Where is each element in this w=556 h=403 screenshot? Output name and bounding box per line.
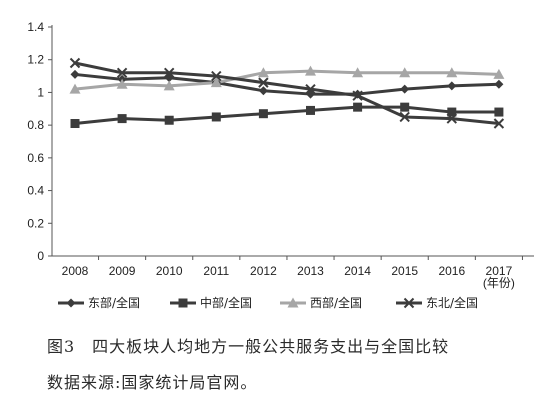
chart-series-markers: [69, 57, 505, 129]
data-point: [258, 77, 269, 88]
x-axis-unit-label: (年份): [483, 276, 515, 290]
y-tick-label: 1.4: [27, 20, 44, 34]
x-tick-label: 2008: [62, 264, 89, 278]
x-tick-label: 2010: [156, 264, 183, 278]
x-marker-stroke: [116, 67, 128, 79]
y-tick-label: 0.6: [27, 151, 44, 165]
data-point: [352, 90, 363, 101]
data-source-note: 数据来源:国家统计局官网。: [47, 373, 258, 392]
x-marker-stroke: [446, 113, 458, 124]
y-tick-label: 0: [37, 249, 44, 263]
legend-label: 东部/全国: [88, 295, 140, 310]
data-point: [69, 57, 81, 69]
chart-axes: 0 0.2 0.4 0.6 0.8 1 1.2 1.4 2008 2009 2010 2011 2012…: [27, 20, 534, 290]
legend-item: 东北/全国: [396, 295, 478, 310]
x-marker-stroke: [493, 118, 505, 129]
legend-marker: [287, 297, 299, 308]
x-tick-label: 2013: [297, 264, 324, 278]
data-point: [257, 67, 269, 78]
data-point: [116, 67, 128, 79]
x-tick-label: 2011: [203, 264, 229, 278]
chart-series-lines: [74, 61, 500, 125]
chart-legend: 东部/全国 中部/全国 西部/全国 东北/全国: [58, 295, 478, 310]
data-point: [70, 69, 80, 79]
x-tick-label: 2012: [250, 264, 277, 278]
x-marker-stroke: [163, 67, 175, 79]
x-marker-stroke: [399, 111, 410, 123]
x-marker-stroke: [69, 57, 81, 69]
x-tick-label: 2015: [391, 264, 418, 278]
y-tick-label: 0.8: [27, 118, 44, 132]
legend-label: 东北/全国: [426, 295, 478, 310]
data-point: [447, 81, 457, 91]
data-point: [211, 112, 221, 122]
y-tick-label: 1: [37, 85, 44, 99]
series-line-4: [74, 61, 500, 125]
data-point: [493, 68, 505, 79]
x-tick-label: 2014: [344, 264, 371, 278]
data-point: [446, 113, 458, 124]
x-marker-stroke: [403, 297, 415, 309]
data-point: [446, 67, 458, 78]
data-point: [400, 84, 410, 94]
data-point: [210, 77, 222, 88]
data-point: [399, 67, 411, 78]
line-chart: 0 0.2 0.4 0.6 0.8 1 1.2 1.4 2008 2009 2010 2011 2012…: [27, 20, 534, 310]
data-point: [353, 102, 363, 112]
series-line-1: [74, 72, 499, 96]
legend-marker: [178, 298, 188, 308]
data-point: [163, 80, 175, 91]
figure-caption: 图3 四大板块人均地方一般公共服务支出与全国比较: [47, 337, 450, 356]
data-point: [258, 86, 268, 96]
series-line-3: [74, 69, 499, 91]
data-point: [352, 67, 364, 78]
x-marker-stroke: [305, 83, 316, 95]
data-point: [493, 118, 505, 129]
data-point: [258, 109, 268, 119]
x-tick-label: 2016: [438, 264, 465, 278]
x-marker-stroke: [352, 90, 363, 101]
y-tick-label: 0.2: [27, 216, 44, 230]
data-point: [306, 105, 315, 115]
data-point: [399, 111, 410, 123]
legend-marker: [66, 298, 76, 308]
data-point: [305, 83, 316, 95]
legend-item: 东部/全国: [58, 295, 140, 310]
data-point: [353, 89, 363, 99]
data-point: [116, 78, 128, 89]
series-line-2: [74, 105, 499, 125]
y-tick-label: 1.2: [27, 53, 44, 67]
data-point: [117, 114, 127, 124]
data-point: [494, 79, 504, 89]
data-point: [211, 70, 222, 82]
data-point: [494, 107, 504, 117]
data-point: [69, 83, 81, 94]
legend-label: 西部/全国: [310, 295, 362, 310]
legend-marker: [403, 297, 415, 309]
x-marker-stroke: [258, 77, 269, 88]
x-tick-label: 2017: [486, 264, 513, 278]
data-point: [447, 107, 457, 117]
data-point: [164, 115, 174, 125]
data-point: [400, 102, 410, 112]
legend-item: 中部/全国: [170, 295, 252, 310]
x-marker-stroke: [211, 70, 222, 82]
y-tick-label: 0.4: [27, 184, 44, 198]
x-tick-label: 2009: [109, 264, 136, 278]
legend-item: 西部/全国: [280, 295, 362, 310]
data-point: [305, 65, 316, 76]
data-point: [163, 67, 175, 79]
legend-label: 中部/全国: [200, 295, 252, 310]
data-point: [70, 119, 80, 129]
